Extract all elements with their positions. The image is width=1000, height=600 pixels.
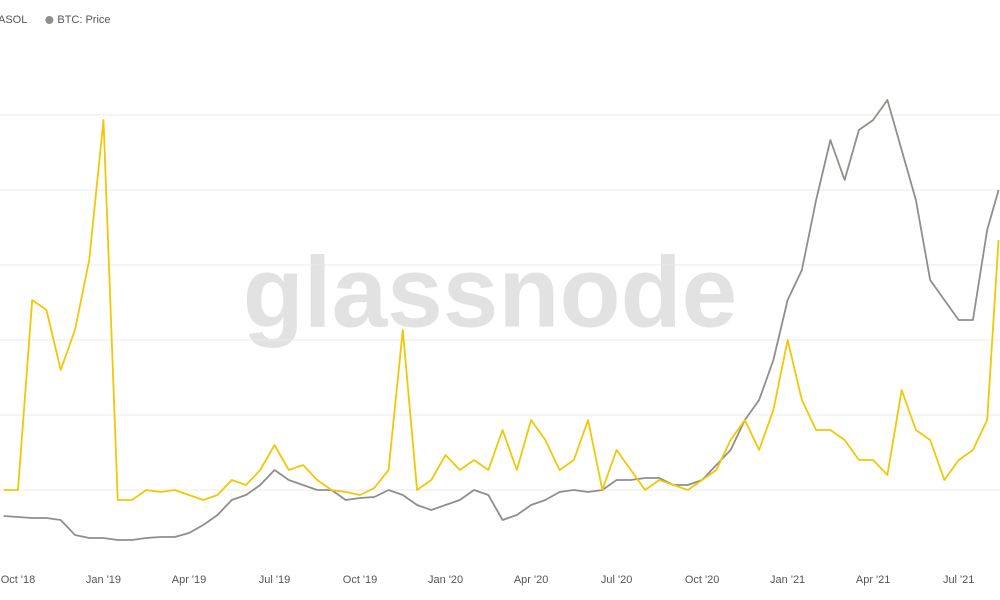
legend-swatch xyxy=(45,16,54,24)
x-tick-label: Apr '20 xyxy=(514,574,549,586)
x-tick-label: Oct '18 xyxy=(1,574,36,586)
series-line xyxy=(3,119,1000,501)
x-tick-label: Jul '21 xyxy=(943,574,974,586)
x-tick-label: Oct '19 xyxy=(343,574,378,586)
watermark: glassnode xyxy=(243,236,738,348)
series-line xyxy=(3,99,1000,541)
x-tick-label: Apr '19 xyxy=(172,574,207,586)
x-tick-label: Oct '20 xyxy=(685,574,720,586)
x-tick-label: Jul '19 xyxy=(259,574,290,586)
legend-label: ASOL xyxy=(0,14,27,26)
x-tick-label: Jul '20 xyxy=(601,574,632,586)
x-tick-label: Jan '21 xyxy=(770,574,805,586)
x-tick-label: Jan '19 xyxy=(86,574,121,586)
x-tick-label: Jan '20 xyxy=(428,574,463,586)
x-tick-label: Apr '21 xyxy=(856,574,891,586)
legend-label: BTC: Price xyxy=(57,14,110,26)
